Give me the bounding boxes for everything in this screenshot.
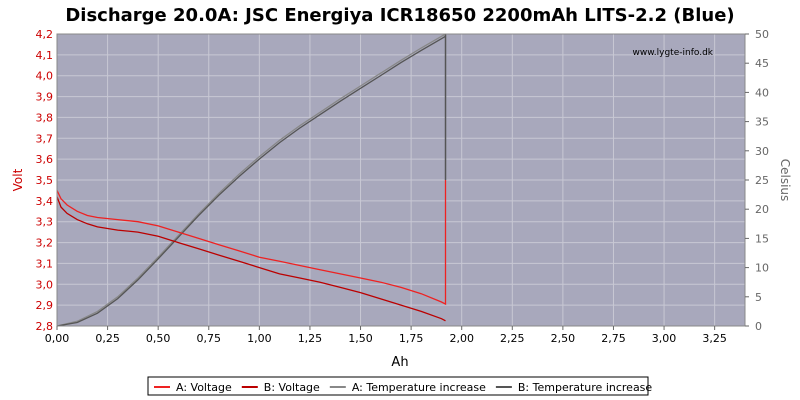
x-axis-label: Ah — [391, 355, 408, 370]
x-tick-label: 1,50 — [348, 332, 373, 345]
y2-tick-label: 30 — [755, 145, 769, 158]
y-axis-ticks: 2,8 2,9 3,0 3,1 3,2 3,3 3,4 3,5 3,6 3,7 3,8 3,9 4,0 4… — [36, 28, 54, 333]
y-tick-label: 3,4 — [36, 195, 54, 208]
x-tick-label: 3,00 — [652, 332, 677, 345]
y-tick-label: 3,5 — [36, 174, 54, 187]
y-tick-label: 3,9 — [36, 91, 54, 104]
y2-tick-label: 20 — [755, 203, 769, 216]
series-line-a-temperature-increase — [56, 33, 446, 327]
y2-tick-label: 10 — [755, 262, 769, 275]
y-axis-label: Volt — [11, 168, 25, 191]
y-tick-label: 3,6 — [36, 153, 54, 166]
y2-tick-label: 35 — [755, 116, 769, 129]
legend-label-b-voltage: B: Voltage — [264, 381, 320, 394]
x-tick-label: 2,00 — [449, 332, 474, 345]
y-tick-label: 3,2 — [36, 237, 54, 250]
y-tick-label: 3,0 — [36, 278, 54, 291]
y2-tick-label: 0 — [755, 320, 762, 333]
y-tick-label: 2,8 — [36, 320, 54, 333]
y-tick-label: 4,2 — [36, 28, 54, 41]
x-tick-label: 0,00 — [45, 332, 70, 345]
y-tick-label: 3,3 — [36, 216, 54, 229]
legend-label-a-temperature-increase: A: Temperature increase — [352, 381, 486, 394]
x-tick-label: 0,50 — [146, 332, 171, 345]
legend-label-b-temperature-increase: B: Temperature increase — [518, 381, 653, 394]
y2-tick-label: 40 — [755, 86, 769, 99]
legend-box — [147, 376, 649, 396]
y-tick-label: 4,0 — [36, 70, 54, 83]
legend-label-a-voltage: A: Voltage — [176, 381, 232, 394]
y2-axis-label: Celsius — [778, 159, 792, 202]
x-tick-label: 0,25 — [95, 332, 120, 345]
x-tick-label: 2,50 — [551, 332, 576, 345]
y2-tick-label: 25 — [755, 174, 769, 187]
y2-tick-label: 5 — [755, 291, 762, 304]
series-lines — [56, 33, 447, 327]
x-tick-label: 1,25 — [298, 332, 323, 345]
x-axis-ticks: 0,00 0,25 0,50 0,75 1,00 1,25 1,50 1,75 2,00 2,25… — [45, 326, 727, 345]
series-line-a-voltage — [56, 180, 447, 306]
y2-tick-label: 50 — [755, 28, 769, 41]
y-tick-label: 2,9 — [36, 299, 54, 312]
series-line-b-temperature-increase — [56, 35, 446, 327]
x-tick-label: 3,25 — [702, 332, 727, 345]
chart-title: Discharge 20.0A: JSC Energiya ICR18650 2… — [65, 5, 734, 26]
x-tick-label: 2,25 — [500, 332, 525, 345]
series-line-b-voltage — [56, 196, 446, 322]
x-tick-label: 1,00 — [247, 332, 272, 345]
x-tick-label: 0,75 — [197, 332, 222, 345]
y-tick-label: 4,1 — [36, 49, 54, 62]
y2-axis-ticks: 0 5 10 15 20 25 30 35 40 45 50 — [745, 28, 769, 333]
x-tick-label: 2,75 — [601, 332, 626, 345]
legend: A: Voltage B: Voltage A: Temperature incre… — [154, 381, 652, 394]
y-tick-label: 3,7 — [36, 132, 54, 145]
y-tick-label: 3,1 — [36, 257, 54, 270]
watermark: www.lygte-info.dk — [633, 48, 714, 58]
y2-tick-label: 15 — [755, 232, 769, 245]
y2-tick-label: 45 — [755, 57, 769, 70]
x-tick-label: 1,75 — [399, 332, 424, 345]
y-tick-label: 3,8 — [36, 111, 54, 124]
